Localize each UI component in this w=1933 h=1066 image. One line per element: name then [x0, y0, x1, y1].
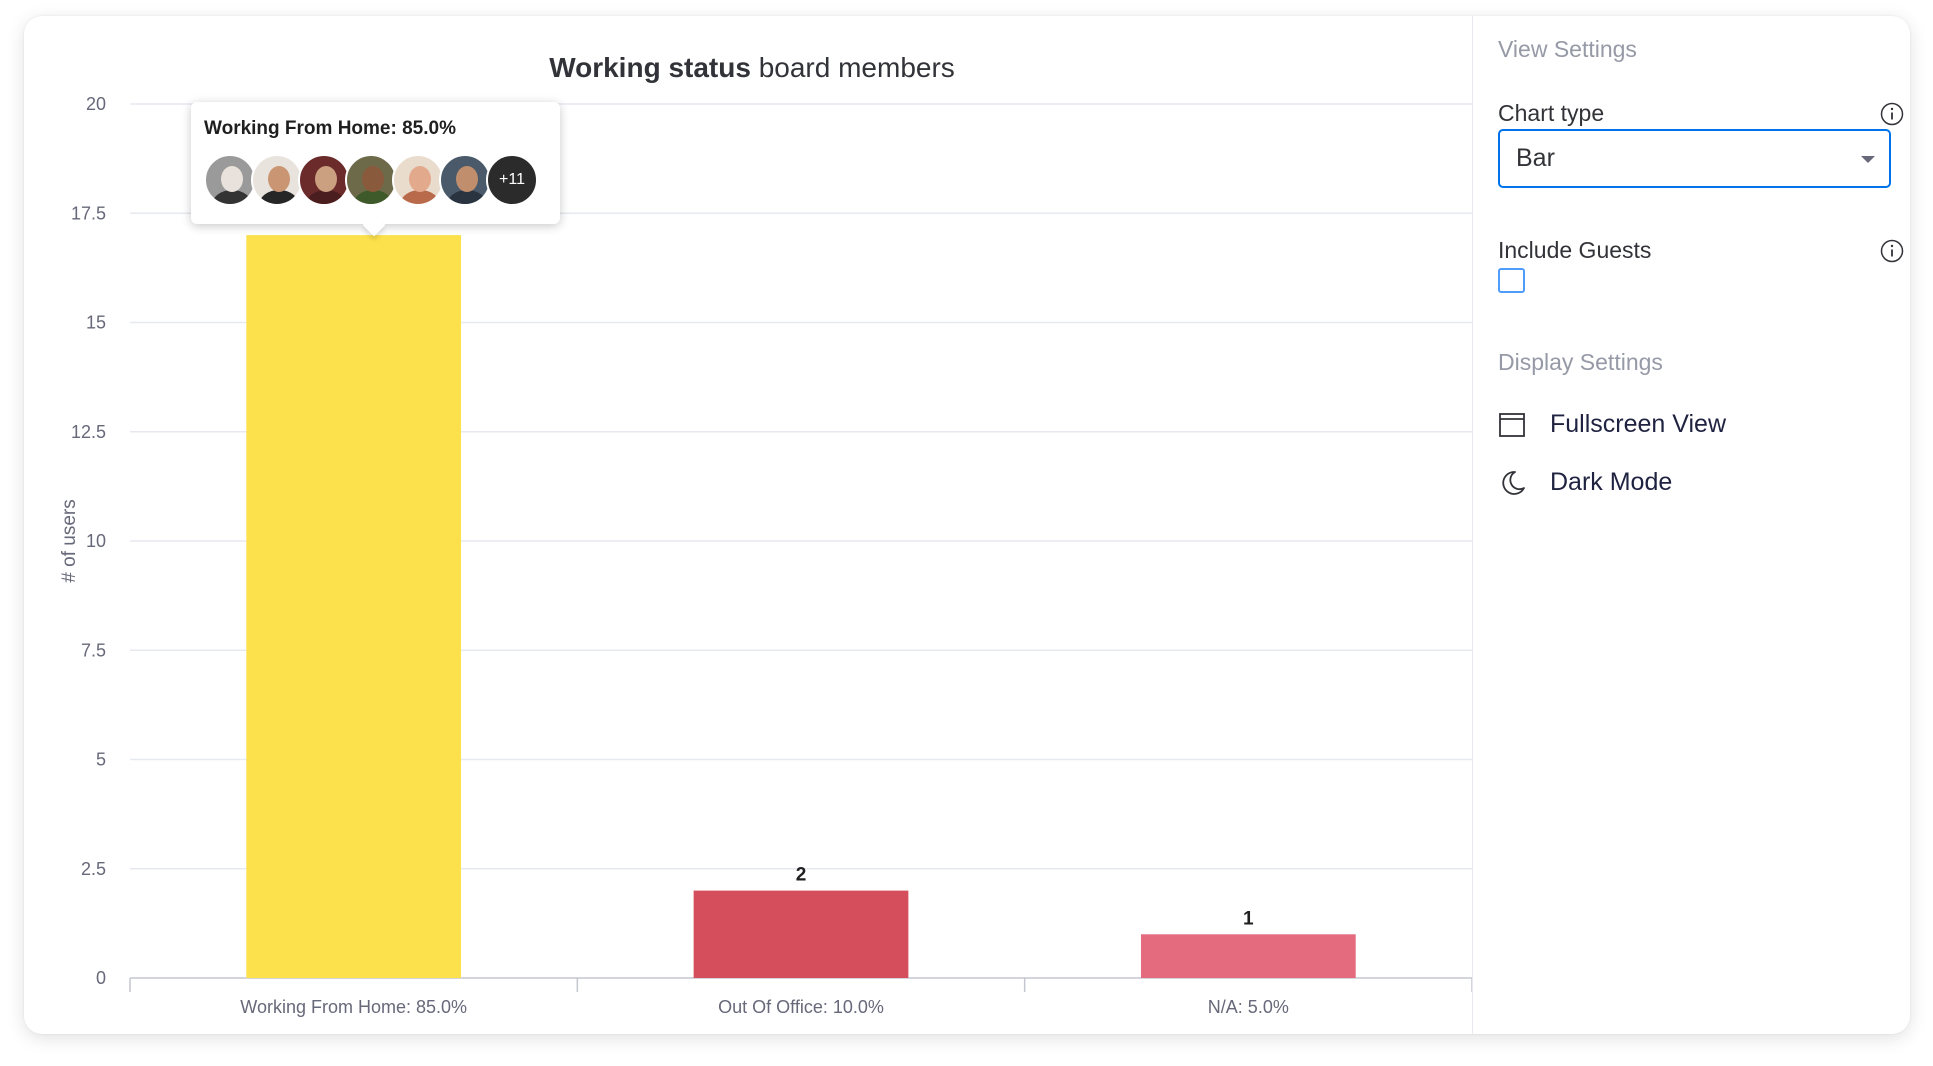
chart-area: Working status board members 0 2.5 5 7.5 10 1… [24, 16, 1472, 1034]
chart-type-value: Bar [1516, 144, 1555, 172]
avatar-body [447, 190, 487, 204]
include-guests-checkbox[interactable] [1498, 268, 1525, 293]
chart-title: Working status board members [24, 52, 1480, 84]
fullscreen-view-label: Fullscreen View [1550, 410, 1727, 438]
moon-icon [1502, 470, 1525, 495]
y-axis-label: # of users [59, 499, 80, 582]
more-users-badge[interactable]: +11 [486, 154, 538, 206]
avatar[interactable] [392, 154, 444, 206]
avatar[interactable] [204, 154, 256, 206]
chart-title-rest: board members [750, 52, 955, 83]
chart-type-info-icon[interactable] [1880, 102, 1904, 126]
chart-type-label: Chart type [1498, 100, 1605, 126]
avatar-body [306, 190, 346, 204]
avatar[interactable] [251, 154, 303, 206]
chart-title-bold: Working status [549, 52, 751, 83]
bar [246, 235, 462, 979]
avatar-body [212, 190, 252, 204]
y-tick-label: 0 [96, 968, 106, 988]
chevron-down-icon [1861, 156, 1875, 163]
avatar-face [221, 166, 243, 192]
y-tick-label: 5 [96, 750, 106, 770]
avatar[interactable] [298, 154, 350, 206]
x-tick-label: Working From Home: 85.0% [240, 997, 467, 1017]
fullscreen-icon [1499, 412, 1525, 437]
bar-chart: 0 2.5 5 7.5 10 12.5 15 17.5 20 # of users Working … [59, 94, 1472, 1017]
tooltip-title: Working From Home: 85.0% [204, 118, 456, 139]
x-tick-label: N/A: 5.0% [1208, 997, 1289, 1017]
avatar-body [259, 190, 299, 204]
view-settings-heading: View Settings [1498, 36, 1637, 62]
y-tick-label: 17.5 [71, 203, 106, 223]
data-label: 2 [796, 865, 807, 886]
include-guests-label: Include Guests [1498, 237, 1652, 263]
chart-tooltip: Working From Home: 85.0% +11 [191, 102, 560, 237]
avatar-face [315, 166, 337, 192]
y-tick-label: 15 [86, 313, 106, 333]
bar [1140, 934, 1356, 978]
y-tick-label: 12.5 [71, 422, 106, 442]
panel-divider [1472, 16, 1473, 1034]
chart-widget-card: Working status board members 0 2.5 5 7.5 10 1… [24, 16, 1910, 1034]
data-label: 1 [1243, 908, 1254, 929]
avatar-body [353, 190, 393, 204]
view-settings-panel: View Settings Chart type Bar Include Gue… [1498, 16, 1904, 1034]
avatar-face [362, 166, 384, 192]
y-tick-label: 2.5 [81, 859, 106, 879]
avatar-face [409, 166, 431, 192]
dark-mode-option[interactable]: Dark Mode [1498, 468, 1672, 497]
bar [693, 890, 909, 978]
avatar[interactable] [345, 154, 397, 206]
fullscreen-view-option[interactable]: Fullscreen View [1498, 410, 1726, 439]
chart-type-select[interactable]: Bar [1498, 129, 1891, 188]
avatar-body [400, 190, 440, 204]
x-tick-label: Out Of Office: 10.0% [718, 997, 884, 1017]
dark-mode-label: Dark Mode [1550, 468, 1673, 496]
display-settings-heading: Display Settings [1498, 349, 1663, 375]
y-tick-label: 10 [86, 531, 106, 551]
avatar[interactable] [439, 154, 491, 206]
include-guests-info-icon[interactable] [1880, 239, 1904, 263]
avatar-face [268, 166, 290, 192]
y-tick-label: 20 [86, 94, 106, 114]
avatar-face [456, 166, 478, 192]
y-tick-label: 7.5 [81, 640, 106, 660]
